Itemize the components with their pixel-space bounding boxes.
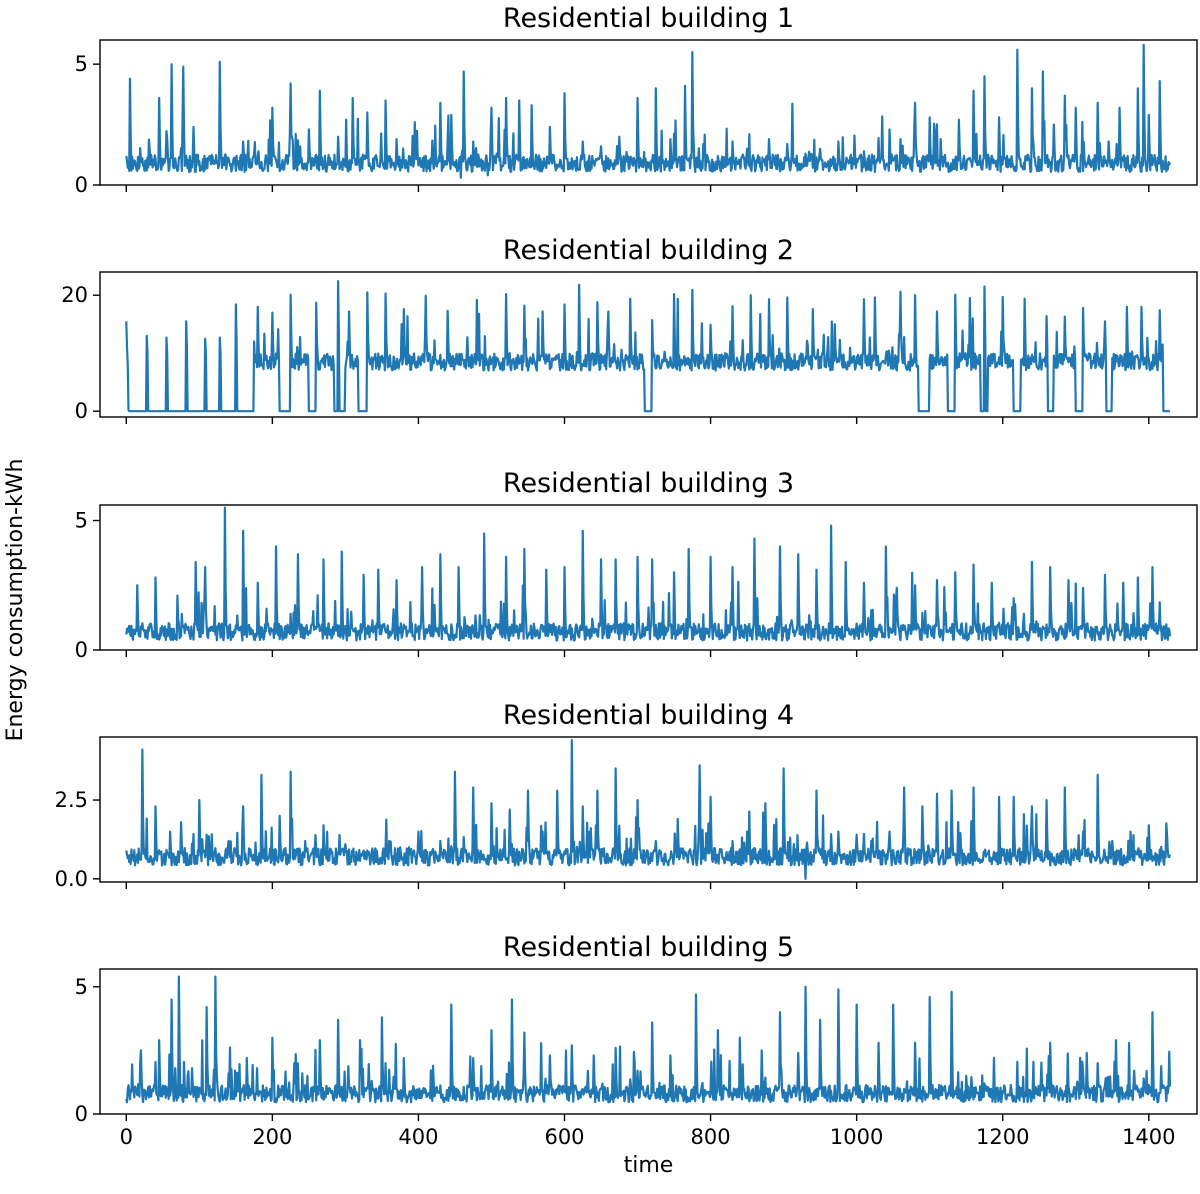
x-tick-label: 0: [120, 1125, 133, 1149]
subplot-1: Residential building 1 0 5: [75, 3, 1198, 197]
x-tick-label: 1000: [830, 1125, 883, 1149]
subplot-title: Residential building 3: [503, 468, 794, 499]
axes-frame: [99, 736, 1198, 883]
y-tick-label: 0: [75, 1102, 88, 1126]
y-tick-label: 0: [75, 638, 88, 662]
x-axis-label: time: [624, 1153, 674, 1178]
y-tick-label: 5: [75, 52, 88, 76]
y-tick-label: 20: [61, 283, 88, 307]
subplot-title: Residential building 5: [503, 932, 794, 963]
subplot-title: Residential building 4: [503, 700, 794, 731]
x-tick-label: 600: [544, 1125, 584, 1149]
subplot-3: Residential building 3 0 5: [75, 468, 1198, 662]
y-tick-label: 2.5: [55, 788, 88, 812]
subplot-title: Residential building 1: [503, 3, 794, 34]
x-tick-label: 800: [691, 1125, 731, 1149]
x-tick-label: 400: [398, 1125, 438, 1149]
axes-frame: [99, 39, 1198, 186]
series-line: [125, 975, 1172, 1104]
y-tick-label: 0: [75, 399, 88, 423]
series-line: [125, 280, 1171, 413]
x-tick-label: 200: [252, 1125, 292, 1149]
y-tick-label: 5: [75, 509, 88, 533]
series-line: [125, 43, 1172, 179]
series-line: [125, 506, 1172, 642]
y-tick-label: 0: [75, 173, 88, 197]
axes-frame: [99, 968, 1198, 1115]
series-line: [125, 739, 1172, 880]
subplot-5: Residential building 5 0 5 0 200 400 600 800 100…: [75, 932, 1198, 1178]
subplot-4: Residential building 4 0.0 2.5: [55, 700, 1198, 891]
subplot-2: Residential building 2 0 20: [61, 235, 1198, 424]
axes-frame: [99, 271, 1198, 418]
y-tick-label: 5: [75, 975, 88, 999]
y-axis-label: Energy consumption-kWh: [3, 459, 28, 742]
x-tick-label: 1400: [1122, 1125, 1175, 1149]
axes-frame: [99, 504, 1198, 651]
y-tick-label: 0.0: [55, 867, 88, 891]
x-tick-label: 1200: [976, 1125, 1029, 1149]
subplot-title: Residential building 2: [503, 235, 794, 266]
